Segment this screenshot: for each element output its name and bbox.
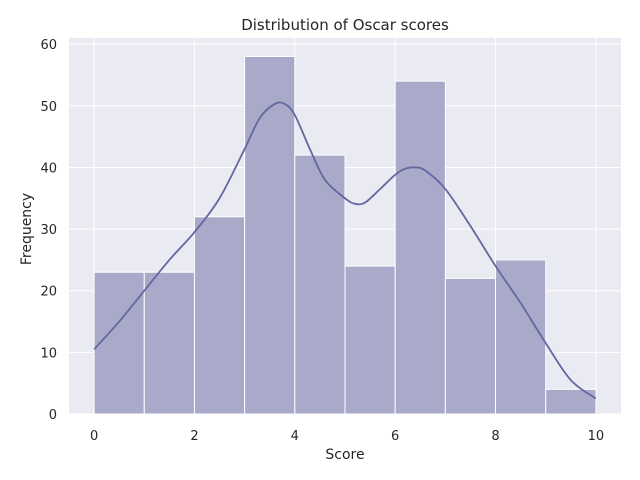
y-tick-label: 0	[49, 408, 57, 423]
kde-line	[93, 101, 597, 400]
y-tick-label: 20	[40, 285, 57, 300]
histogram-bar	[143, 271, 195, 415]
x-tick-label: 4	[291, 429, 299, 444]
y-axis-label: Frequency	[19, 193, 35, 265]
y-tick-label: 60	[40, 38, 57, 53]
y-tick-label: 30	[40, 223, 57, 238]
histogram-bar	[193, 216, 246, 415]
y-tick-labels: 0 10 20 30 40 50 60	[40, 38, 57, 423]
x-tick-label: 0	[90, 429, 98, 444]
histogram-bar	[93, 271, 145, 415]
histogram-bar	[344, 265, 396, 415]
histogram-bar	[294, 154, 346, 415]
histogram-bar	[444, 277, 497, 415]
histogram-bar	[495, 259, 547, 415]
x-tick-label: 2	[190, 429, 198, 444]
y-tick-label: 50	[40, 100, 57, 115]
histogram-bar	[244, 55, 296, 415]
x-tick-label: 6	[391, 429, 399, 444]
x-tick-labels: 0 2 4 6 8 10	[90, 429, 604, 444]
x-axis-label: Score	[325, 447, 364, 463]
chart-title: Distribution of Oscar scores	[241, 16, 449, 34]
x-tick-label: 10	[588, 429, 605, 444]
histogram-bars	[93, 55, 597, 415]
histogram-bar	[394, 80, 446, 415]
y-tick-label: 10	[40, 346, 57, 361]
x-tick-label: 8	[491, 429, 499, 444]
y-tick-label: 40	[40, 161, 57, 176]
